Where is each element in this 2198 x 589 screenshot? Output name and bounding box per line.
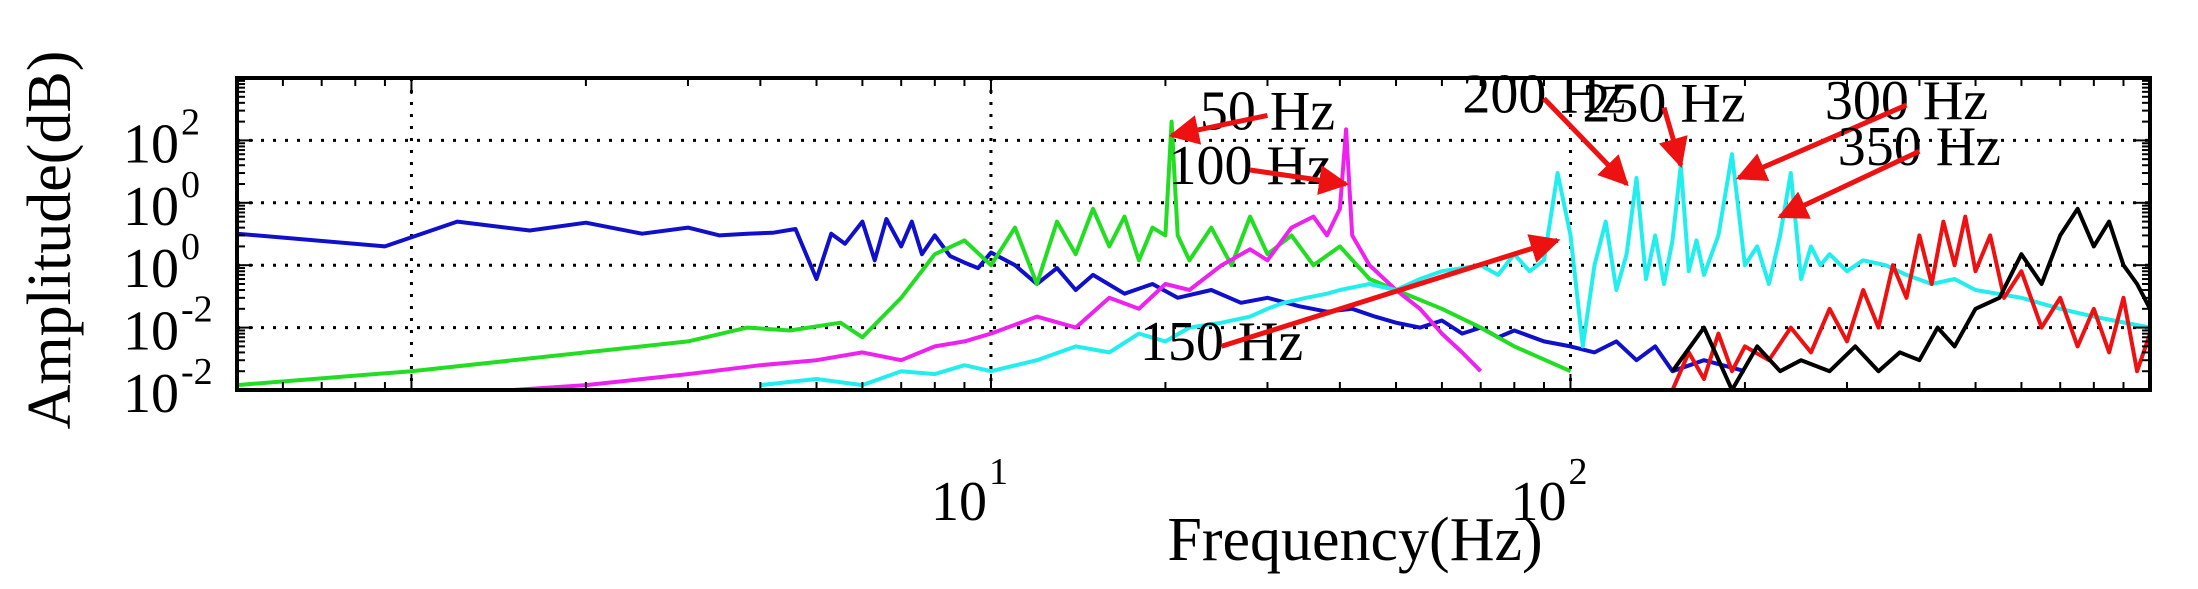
annotation-label: 200 Hz — [1462, 63, 1625, 125]
series-line-magenta — [513, 127, 1483, 390]
annotation-arrow — [1168, 112, 1268, 145]
annotation-arrow — [1735, 102, 1908, 181]
annotation-arrow — [1777, 148, 1921, 219]
series-line-blue — [237, 217, 1746, 374]
y-tick-exponent: 0 — [181, 164, 200, 206]
y-tick-label: 10 — [123, 238, 179, 300]
y-tick-exponent: -2 — [181, 289, 213, 331]
annotation-arrow — [1249, 165, 1350, 195]
x-tick-label: 10 — [1510, 471, 1566, 533]
y-tick-exponent: 2 — [181, 101, 200, 143]
y-tick-label: 10 — [123, 363, 179, 425]
series-line-red — [1670, 214, 2150, 390]
series-line-cyan — [760, 152, 2150, 388]
annotation-arrow — [1658, 106, 1688, 169]
y-tick-label: 10 — [123, 301, 179, 363]
series-layer — [237, 119, 2150, 390]
annotation-label: 350 Hz — [1838, 116, 2001, 178]
annotation-arrow — [1220, 234, 1561, 349]
x-tick-exponent: 1 — [989, 451, 1008, 493]
y-tick-exponent: 0 — [181, 226, 200, 268]
x-axis-label: Frequency(Hz) — [1167, 506, 1542, 574]
annotation-arrow — [1542, 96, 1629, 187]
y-tick-label: 10 — [123, 113, 179, 175]
x-tick-label: 10 — [931, 471, 987, 533]
x-tick-exponent: 2 — [1568, 451, 1587, 493]
axes: 10 -210 -210 010 010 210 1 10 2 — [123, 78, 2150, 533]
series-line-green — [237, 119, 1572, 388]
annotation-label: 50 Hz — [1200, 80, 1335, 142]
series-line-black — [1670, 206, 2150, 390]
y-axis-label: Amplitude(dB) — [16, 51, 84, 430]
y-tick-exponent: -2 — [181, 351, 213, 393]
annotation-label: 300 Hz — [1825, 70, 1988, 132]
y-tick-label: 10 — [123, 176, 179, 238]
plot-frame — [235, 76, 2152, 392]
annotation-label: 150 Hz — [1140, 311, 1303, 373]
annotation-label: 250 Hz — [1582, 73, 1745, 135]
annotation-label: 100 Hz — [1168, 135, 1331, 197]
